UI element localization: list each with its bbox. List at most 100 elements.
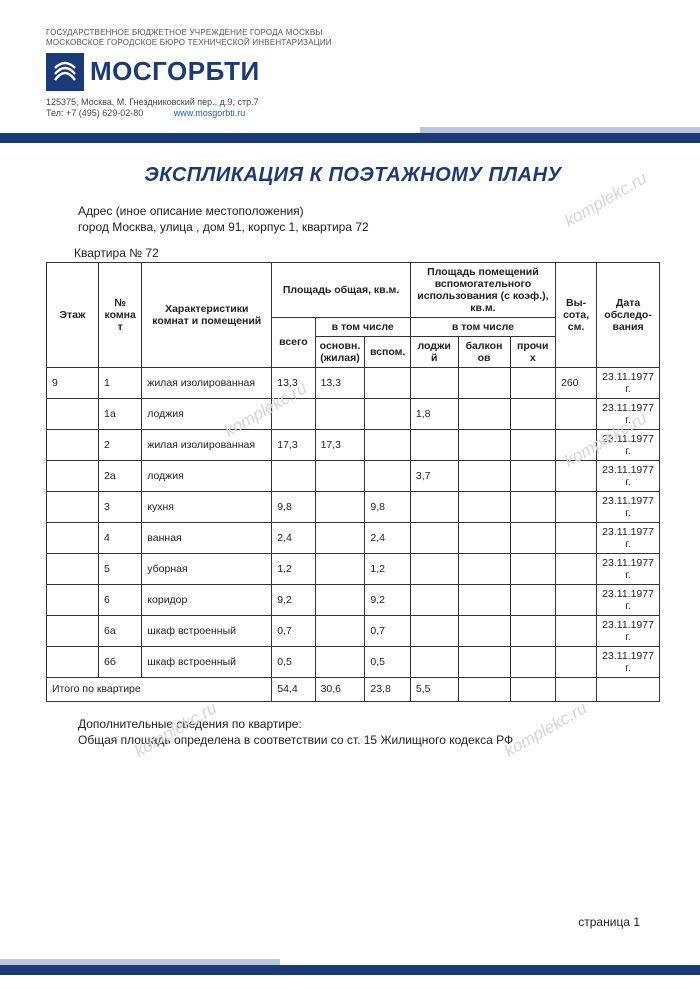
table-cell [47,615,99,646]
table-cell: 3 [98,491,141,522]
table-cell [315,460,365,491]
table-cell [555,584,596,615]
th-lodzhij: лоджий [410,336,458,367]
table-cell [555,460,596,491]
table-cell: 2а [98,460,141,491]
table-cell: 6 [98,584,141,615]
table-cell: ванная [142,522,272,553]
table-cell: 2,4 [272,522,315,553]
table-row: 2алоджия3,723.11.1977 г. [47,460,660,491]
table-cell: 23.11.1977 г. [597,615,660,646]
table-cell [510,522,555,553]
summary-vsego: 54,4 [272,677,315,701]
header-address: 125375, Москва, М. Гнездниковский пер., … [46,97,660,109]
table-cell [510,584,555,615]
table-cell [555,491,596,522]
table-cell: 23.11.1977 г. [597,553,660,584]
th-balkonov: балконов [458,336,510,367]
table-header: Этаж № комнат Характеристики комнат и по… [47,262,660,367]
table-cell [555,646,596,677]
table-cell [47,429,99,460]
table-cell [272,460,315,491]
table-cell [458,429,510,460]
table-cell [315,553,365,584]
table-cell [315,615,365,646]
table-row: 5уборная1,21,223.11.1977 г. [47,553,660,584]
th-vtom2: в том числе [410,317,555,336]
table-cell: уборная [142,553,272,584]
table-cell [365,429,411,460]
page-number: страница 1 [578,915,640,929]
summary-date [597,677,660,701]
table-cell: 4 [98,522,141,553]
org-line-1: ГОСУДАРСТВЕННОЕ БЮДЖЕТНОЕ УЧРЕЖДЕНИЕ ГОР… [46,28,660,38]
summary-row: Итого по квартире54,430,623,85,5 [47,677,660,701]
additional-line2: Общая площадь определена в соответствии … [78,732,660,748]
table-cell [458,367,510,398]
table-cell: 1а [98,398,141,429]
table-cell: шкаф встроенный [142,646,272,677]
table-cell: 23.11.1977 г. [597,491,660,522]
th-room-no: № комнат [98,262,141,367]
table-body: 91жилая изолированная13,313,326023.11.19… [47,367,660,701]
th-characteristics: Характеристики комнат и помещений [142,262,272,367]
additional-line1: Дополнительные сведения по квартире: [78,716,660,732]
header-phone: Тел: +7 (495) 629-02-80 [46,108,143,118]
table-row: 1алоджия1,823.11.1977 г. [47,398,660,429]
table-cell [510,460,555,491]
table-cell [410,491,458,522]
table-cell: 9,8 [365,491,411,522]
table-cell: 17,3 [272,429,315,460]
table-cell [458,491,510,522]
additional-info: Дополнительные сведения по квартире: Общ… [78,716,660,748]
table-cell: лоджия [142,398,272,429]
table-cell: 1,2 [365,553,411,584]
table-cell [410,522,458,553]
table-cell: 17,3 [315,429,365,460]
table-cell [458,646,510,677]
document-page: ГОСУДАРСТВЕННОЕ БЮДЖЕТНОЕ УЧРЕЖДЕНИЕ ГОР… [0,0,700,989]
header-contacts: 125375, Москва, М. Гнездниковский пер., … [46,97,660,120]
table-row: 6бшкаф встроенный0,50,523.11.1977 г. [47,646,660,677]
table-cell: 9 [47,367,99,398]
table-cell: 2,4 [365,522,411,553]
table-cell [315,522,365,553]
flat-label: Квартира № 72 [74,246,660,260]
table-cell: 9,2 [365,584,411,615]
table-cell: 9,8 [272,491,315,522]
table-cell [315,491,365,522]
summary-height [555,677,596,701]
table-row: 4ванная2,42,423.11.1977 г. [47,522,660,553]
table-cell [458,398,510,429]
table-cell: 23.11.1977 г. [597,584,660,615]
decorative-stripe-top [0,124,700,146]
header-url: www.mosgorbti.ru [174,108,246,118]
table-cell: 6а [98,615,141,646]
table-cell: 2 [98,429,141,460]
table-cell: кухня [142,491,272,522]
org-header: ГОСУДАРСТВЕННОЕ БЮДЖЕТНОЕ УЧРЕЖДЕНИЕ ГОР… [46,28,660,49]
address-label: Адрес (иное описание местоположения) [78,203,660,219]
table-cell [510,491,555,522]
summary-label: Итого по квартире [47,677,272,701]
summary-lodzhij: 5,5 [410,677,458,701]
table-cell: 23.11.1977 г. [597,429,660,460]
table-cell: шкаф встроенный [142,615,272,646]
table-cell: коридор [142,584,272,615]
table-cell: 13,3 [272,367,315,398]
table-cell: 5 [98,553,141,584]
table-cell [410,646,458,677]
table-cell: 23.11.1977 г. [597,460,660,491]
table-cell: 23.11.1977 г. [597,646,660,677]
table-cell [458,615,510,646]
table-cell [555,615,596,646]
table-row: 6коридор9,29,223.11.1977 г. [47,584,660,615]
brand-logo-icon [46,53,84,91]
table-cell: 1,2 [272,553,315,584]
table-cell: 3,7 [410,460,458,491]
table-cell [47,491,99,522]
table-cell [410,367,458,398]
table-cell [510,553,555,584]
explication-table: Этаж № комнат Характеристики комнат и по… [46,262,660,702]
table-cell [510,398,555,429]
